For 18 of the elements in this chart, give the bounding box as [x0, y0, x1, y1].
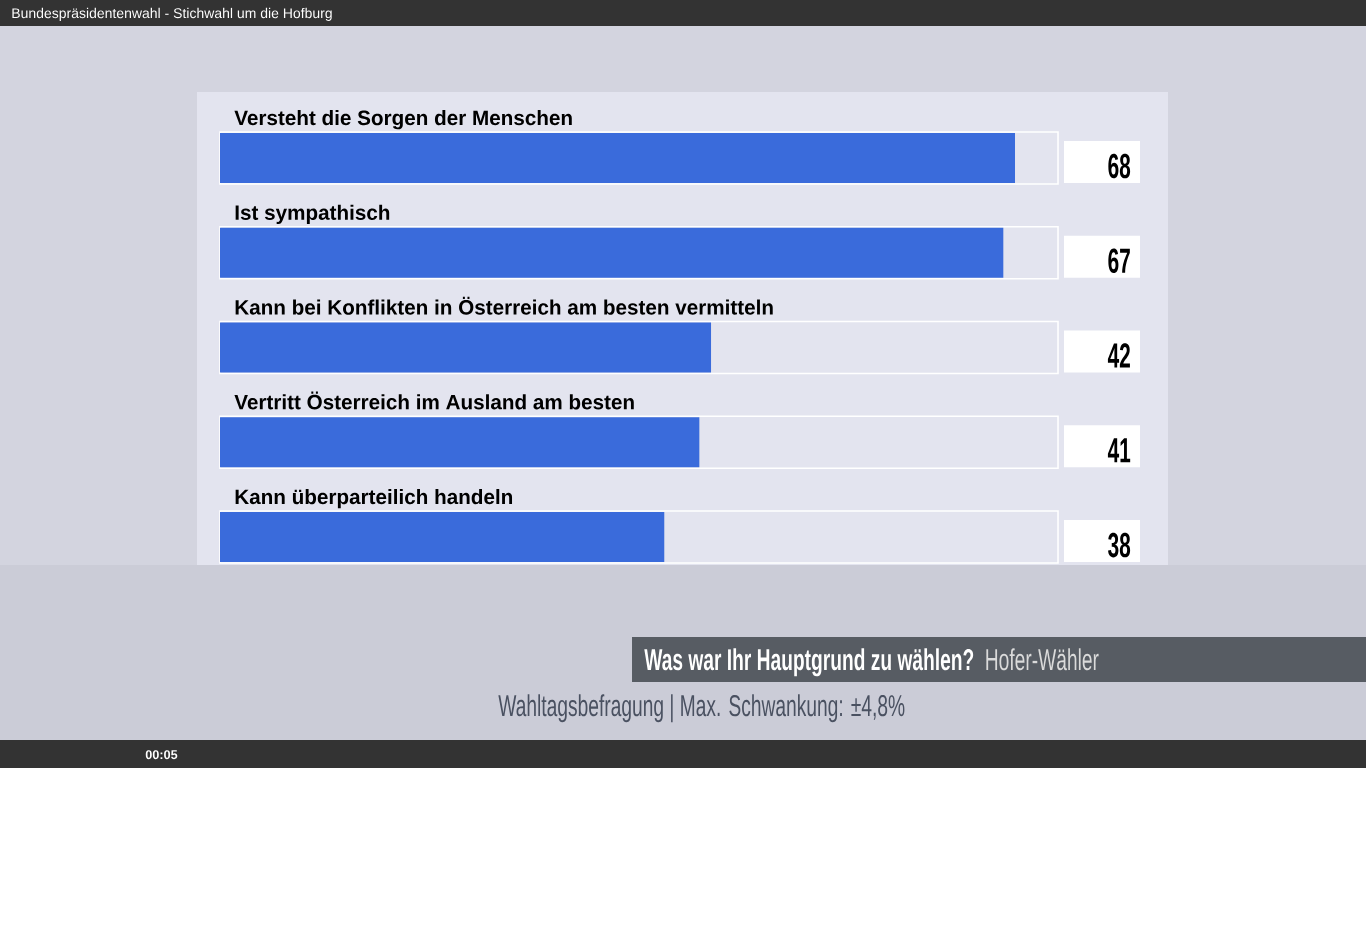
data-label: 67: [1108, 248, 1130, 274]
y-tick-label: Ist sympathisch: [235, 204, 390, 225]
data-label: 41: [1107, 438, 1131, 463]
text: Wahltagsbefragung | Max. Schwankung: ±4,8%: [498, 694, 905, 723]
data-label: 68: [1108, 153, 1131, 179]
y-tick-label: Versteht die Sorgen der Menschen: [234, 110, 572, 130]
text: Bundespräsidentenwahl - Stichwahl um die Hofburg: [12, 7, 332, 21]
text: 00:05: [145, 750, 178, 760]
y-tick-label: Kann überparteilich handeln: [235, 489, 513, 509]
text: Was war Ihr Hauptgrund zu wählen?: [644, 648, 974, 677]
bar: [220, 417, 700, 468]
bar: [220, 511, 665, 562]
y-tick-label: Vertritt Österreich im Ausland am besten: [234, 391, 634, 410]
bar: [220, 322, 712, 373]
data-label: 38: [1108, 532, 1131, 558]
data-label: 42: [1107, 343, 1130, 368]
text: Hofer-Wähler: [986, 648, 1099, 671]
y-tick-label: Kann bei Konflikten in Österreich am besten vermitteln: [235, 296, 773, 315]
